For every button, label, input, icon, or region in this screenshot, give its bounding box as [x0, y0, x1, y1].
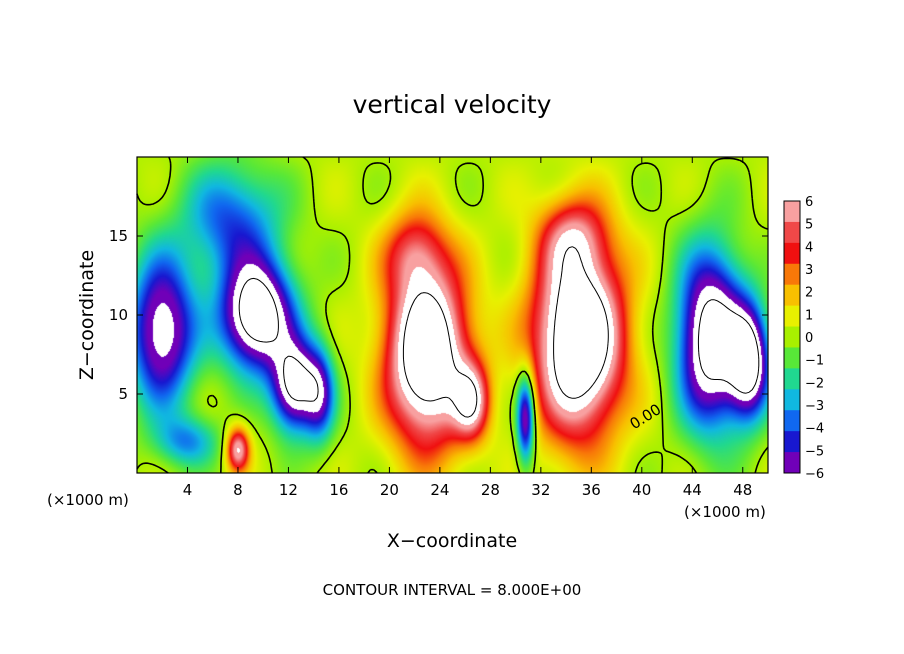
x-tick-label: 44 — [683, 481, 702, 499]
x-axis-ticks: 4 8 12 16 20 24 28 32 36 40 44 48 — [183, 157, 752, 499]
colorbar: 6 5 4 3 2 1 0 −1 −2 −3 −4 −5 −6 — [783, 195, 824, 482]
y-tick-label: 15 — [109, 227, 128, 245]
colorbar-tick-label: 5 — [805, 218, 813, 233]
colorbar-tick-label: 2 — [805, 286, 813, 301]
colorbar-swatch — [784, 263, 800, 286]
heatmap-field — [137, 157, 768, 473]
x-tick-label: 4 — [183, 481, 193, 499]
x-tick-label: 16 — [329, 481, 348, 499]
colorbar-tick-label: 4 — [805, 240, 813, 255]
colorbar-tick-label: −1 — [805, 354, 824, 369]
x-axis-label: X−coordinate — [387, 530, 517, 552]
colorbar-tick-label: 0 — [805, 331, 813, 346]
colorbar-swatch — [784, 326, 800, 348]
colorbar-swatch — [784, 347, 800, 369]
x-tick-label: 36 — [582, 481, 601, 499]
colorbar-tick-label: −4 — [805, 422, 824, 437]
colorbar-swatch — [784, 242, 800, 265]
colorbar-tick-label: −5 — [805, 444, 824, 459]
colorbar-swatch — [784, 284, 800, 307]
colorbar-tick-label: 3 — [805, 263, 813, 278]
x-tick-label: 28 — [481, 481, 500, 499]
x-tick-label: 8 — [233, 481, 243, 499]
y-tick-label: 5 — [118, 385, 128, 403]
colorbar-tick-label: −2 — [805, 376, 824, 391]
colorbar-swatch — [784, 431, 800, 453]
contour-interval-note: CONTOUR INTERVAL = 8.000E+00 — [323, 581, 582, 599]
x-tick-label: 24 — [430, 481, 449, 499]
y-tick-label: 10 — [109, 306, 128, 324]
colorbar-swatch — [784, 368, 800, 390]
x-tick-label: 20 — [380, 481, 399, 499]
x-tick-label: 48 — [733, 481, 752, 499]
colorbar-swatch — [784, 305, 800, 328]
x-tick-label: 40 — [632, 481, 651, 499]
contour-lines: 0.00 — [136, 156, 769, 474]
x-tick-label: 12 — [279, 481, 298, 499]
colorbar-frame — [783, 200, 801, 474]
x-units-left: (×1000 m) — [47, 491, 129, 509]
colorbar-tick-label: 1 — [805, 308, 813, 323]
colorbar-swatch — [784, 389, 800, 411]
x-tick-label: 32 — [531, 481, 550, 499]
x-units-right: (×1000 m) — [684, 503, 766, 521]
colorbar-tick-label: −6 — [805, 467, 824, 482]
colorbar-swatch — [784, 410, 800, 432]
y-axis-ticks: 5 10 15 — [109, 227, 768, 403]
colorbar-tick-label: −3 — [805, 399, 824, 414]
negative-contour-line — [238, 277, 760, 402]
colorbar-swatch — [784, 201, 800, 223]
colorbar-swatch — [784, 452, 800, 474]
colorbar-tick-label: 6 — [805, 195, 813, 210]
positive-contour-line — [402, 246, 609, 418]
colorbar-swatch — [784, 221, 800, 244]
y-axis-label: Z−coordinate — [76, 250, 98, 380]
zero-contour-line — [136, 156, 769, 474]
chart-title: vertical velocity — [353, 90, 552, 119]
